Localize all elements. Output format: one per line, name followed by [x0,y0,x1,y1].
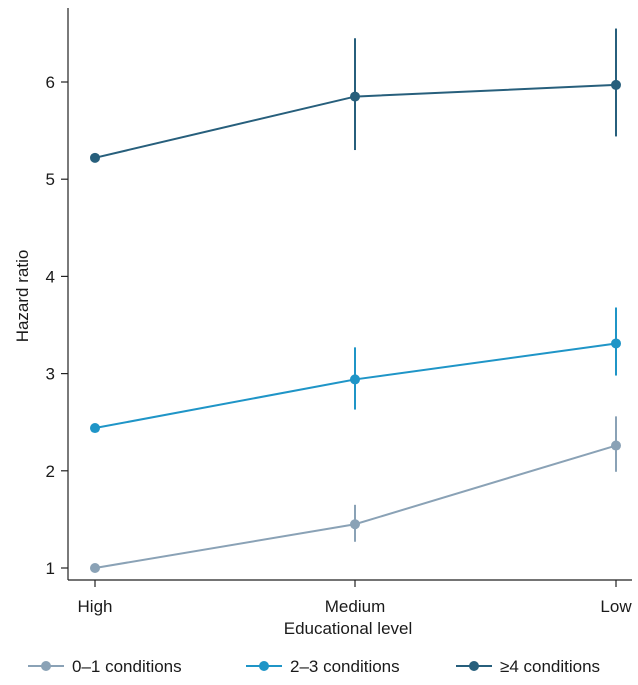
x-tick-label: Medium [325,597,385,616]
y-tick-label: 1 [46,559,55,578]
legend-marker [469,661,479,671]
data-point [611,338,621,349]
x-axis-title: Educational level [284,619,413,638]
y-tick-label: 3 [46,365,55,384]
data-point [90,152,100,163]
legend-label: 0–1 conditions [72,657,182,676]
data-point [350,91,360,102]
legend-item: 0–1 conditions [28,657,182,676]
y-tick-label: 4 [46,267,55,286]
series-0 [90,416,621,573]
data-point [90,423,100,434]
x-tick-label: Low [600,597,632,616]
data-point [611,440,621,451]
series-1 [90,307,621,434]
y-tick-label: 5 [46,170,55,189]
legend-item: 2–3 conditions [246,657,400,676]
x-tick-label: High [78,597,113,616]
legend-marker [41,661,51,671]
axes: 1 2 3 4 5 6 High Medium Low [46,8,632,616]
legend-label: 2–3 conditions [290,657,400,676]
y-tick-label: 2 [46,462,55,481]
legend-item: ≥4 conditions [456,657,600,676]
legend: 0–1 conditions 2–3 conditions ≥4 condition… [28,657,600,676]
data-point [90,563,100,573]
series-2 [90,28,621,163]
data-point [350,519,360,530]
legend-marker [259,661,269,671]
y-axis-title: Hazard ratio [13,250,32,343]
y-tick-label: 6 [46,73,55,92]
data-point [611,79,621,90]
series-layer [90,28,621,573]
legend-label: ≥4 conditions [500,657,600,676]
data-point [350,374,360,385]
